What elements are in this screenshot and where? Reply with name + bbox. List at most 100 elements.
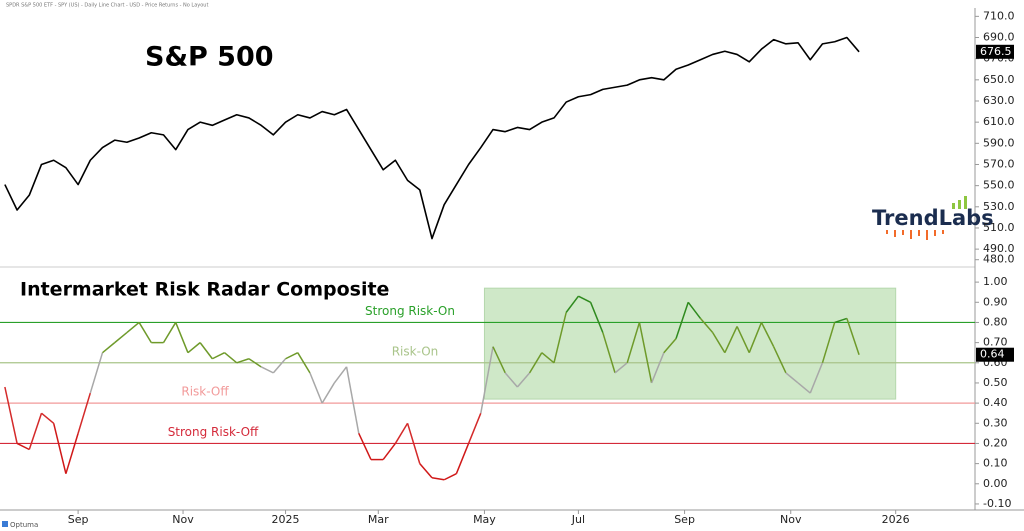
x-tick-label: 2025	[272, 513, 300, 526]
line-segment	[809, 362, 824, 394]
line-segment	[248, 358, 262, 368]
line-segment	[175, 322, 189, 353]
line-segment	[602, 332, 616, 374]
line-segment	[77, 392, 92, 434]
line-segment	[785, 372, 799, 384]
line-segment	[626, 322, 641, 364]
last-value-label: 0.64	[980, 348, 1005, 361]
line-segment	[28, 412, 43, 450]
line-segment	[553, 312, 567, 363]
y-tick-label: 630.0	[983, 94, 1015, 107]
line-segment	[516, 372, 531, 388]
logo-bar	[918, 230, 920, 236]
logo-bar	[952, 203, 955, 209]
line-segment	[138, 322, 152, 344]
logo-bar	[902, 230, 904, 235]
x-tick-label: Mar	[368, 513, 389, 526]
line-segment	[382, 442, 396, 461]
y-tick-label: 510.0	[983, 221, 1015, 234]
line-segment	[285, 352, 299, 360]
line-segment	[16, 442, 30, 451]
y-tick-label: 0.50	[983, 376, 1008, 389]
line-segment	[431, 476, 445, 481]
y-tick-label: 0.00	[983, 477, 1008, 490]
line-segment	[236, 358, 250, 364]
line-segment	[724, 326, 738, 354]
line-segment	[675, 302, 689, 339]
line-segment	[736, 326, 750, 354]
line-segment	[419, 463, 433, 479]
line-segment	[114, 331, 128, 344]
line-segment	[321, 382, 335, 404]
y-tick-label: 690.0	[983, 31, 1015, 44]
line-segment	[565, 295, 580, 313]
line-segment	[394, 422, 409, 444]
y-tick-label: 530.0	[983, 200, 1015, 213]
line-segment	[846, 318, 860, 355]
chart-title: S&P 500	[145, 42, 274, 73]
line-segment	[663, 338, 677, 354]
line-segment	[638, 322, 653, 384]
line-segment	[443, 473, 457, 481]
line-segment	[102, 342, 116, 354]
logo-text: TrendLabs	[872, 206, 994, 230]
y-tick-label: 490.0	[983, 242, 1015, 255]
x-tick-label: Nov	[780, 513, 802, 526]
last-value-label: 676.5	[980, 45, 1012, 58]
level-label: Risk-On	[392, 344, 439, 358]
line-segment	[797, 382, 811, 394]
logo-bar	[964, 196, 967, 209]
line-segment	[89, 352, 104, 394]
y-tick-label: 710.0	[983, 9, 1015, 22]
logo-bar	[958, 200, 961, 209]
line-segment	[528, 352, 543, 374]
x-tick-label: 2026	[882, 513, 910, 526]
logo-bar	[910, 230, 912, 239]
x-tick-label: Jul	[571, 513, 585, 526]
header: SPDR S&P 500 ETF - SPY (US) - Daily Line…	[6, 3, 208, 9]
line-segment	[480, 346, 494, 414]
price-line	[4, 36, 860, 240]
line-segment	[199, 342, 213, 360]
x-tick-label: Sep	[68, 513, 89, 526]
line-segment	[41, 412, 55, 424]
x-tick-label: May	[473, 513, 496, 526]
footer: Optuma	[10, 521, 38, 529]
y-tick-label: 590.0	[983, 136, 1015, 149]
last-value-box	[976, 44, 1014, 59]
y-tick-label: 650.0	[983, 73, 1015, 86]
y-tick-label: 0.80	[983, 315, 1008, 328]
footer-icon	[2, 521, 8, 527]
line-segment	[162, 322, 177, 344]
highlight-zone	[483, 287, 897, 400]
logo-bar	[926, 230, 928, 240]
line-segment	[650, 352, 665, 384]
line-segment	[699, 317, 714, 334]
line-segment	[126, 321, 140, 334]
line-segment	[406, 423, 421, 464]
y-tick-label: 480.0	[983, 253, 1015, 266]
line-segment	[492, 346, 506, 374]
y-tick-label: 610.0	[983, 115, 1015, 128]
line-segment	[345, 366, 360, 434]
line-segment	[578, 295, 591, 303]
y-tick-label: 0.70	[983, 336, 1008, 349]
line-segment	[614, 362, 628, 374]
line-segment	[467, 412, 482, 444]
line-segment	[224, 352, 238, 364]
line-segment	[455, 443, 470, 474]
y-tick-label: -0.10	[983, 497, 1011, 510]
logo-bar	[942, 230, 944, 234]
x-tick-label: Sep	[674, 513, 695, 526]
y-tick-label: 0.30	[983, 416, 1008, 429]
chart-title: Intermarket Risk Radar Composite	[20, 279, 389, 301]
line-segment	[333, 366, 348, 384]
level-label: Strong Risk-On	[365, 304, 455, 318]
y-tick-label: 0.90	[983, 295, 1008, 308]
x-tick-label: Nov	[172, 513, 194, 526]
line-segment	[821, 322, 836, 364]
logo: TrendLabs	[872, 196, 994, 240]
line-segment	[211, 352, 225, 360]
